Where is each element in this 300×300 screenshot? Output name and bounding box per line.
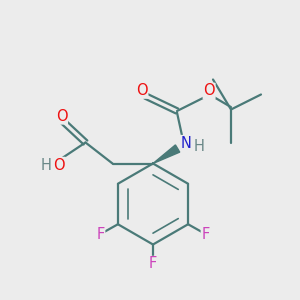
Polygon shape [153,145,180,164]
Text: F: F [149,256,157,272]
Text: O: O [136,83,148,98]
Text: H: H [40,158,51,172]
Text: O: O [54,158,65,172]
Text: F: F [96,227,105,242]
Text: O: O [203,83,215,98]
Text: H: H [194,139,205,154]
Text: N: N [181,136,191,151]
Text: O: O [56,109,67,124]
Text: F: F [201,227,210,242]
